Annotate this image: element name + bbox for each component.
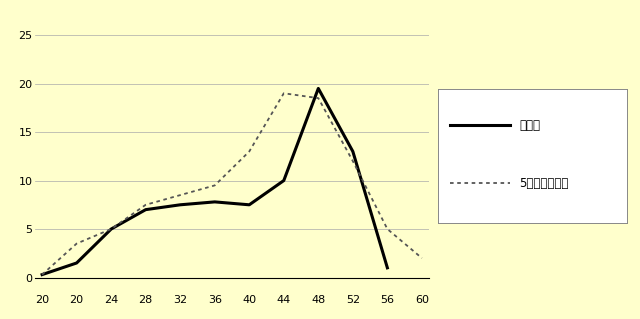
Text: 28: 28 [138,294,153,305]
Text: 48: 48 [311,294,326,305]
Text: 20: 20 [35,294,49,305]
Text: 構成比: 構成比 [520,119,541,132]
Text: 52: 52 [346,294,360,305]
Text: 56: 56 [380,294,394,305]
Text: 5年前の構成比: 5年前の構成比 [520,177,569,189]
Text: 44: 44 [276,294,291,305]
Text: 24: 24 [104,294,118,305]
Text: 36: 36 [208,294,221,305]
Text: 60: 60 [415,294,429,305]
Text: 40: 40 [242,294,257,305]
Text: 20: 20 [70,294,84,305]
Text: 32: 32 [173,294,188,305]
